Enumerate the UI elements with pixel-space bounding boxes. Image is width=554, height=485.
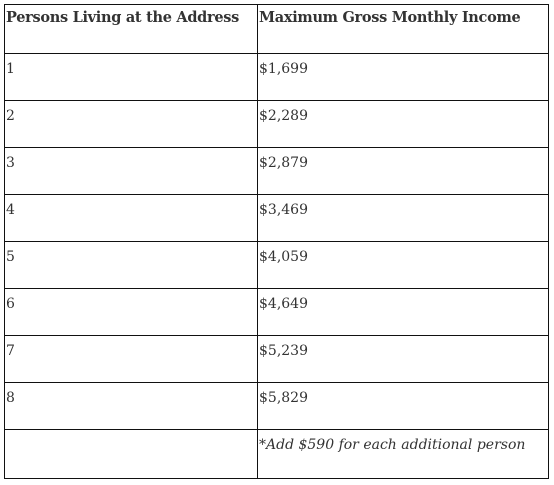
income-cell: $4,649: [257, 288, 549, 336]
income-cell: $1,699: [257, 53, 549, 101]
persons-cell: 7: [4, 335, 258, 383]
table-row: 6 $4,649: [4, 288, 549, 336]
table-row: 7 $5,239: [4, 335, 549, 383]
table-row: 8 $5,829: [4, 382, 549, 430]
table-row: 4 $3,469: [4, 194, 549, 242]
table-header-row: Persons Living at the Address Maximum Gr…: [4, 4, 549, 54]
persons-cell: 1: [4, 53, 258, 101]
persons-cell: 3: [4, 147, 258, 195]
persons-cell: 2: [4, 100, 258, 148]
income-cell: $5,239: [257, 335, 549, 383]
table-row: 1 $1,699: [4, 53, 549, 101]
table-row: 3 $2,879: [4, 147, 549, 195]
additional-person-note: *Add $590 for each additional person: [257, 429, 549, 479]
persons-cell: 5: [4, 241, 258, 289]
income-cell: $3,469: [257, 194, 549, 242]
income-eligibility-table: Persons Living at the Address Maximum Gr…: [4, 4, 549, 479]
income-cell: $2,289: [257, 100, 549, 148]
table-row: 2 $2,289: [4, 100, 549, 148]
note-empty-cell: [4, 429, 258, 479]
income-cell: $2,879: [257, 147, 549, 195]
income-cell: $4,059: [257, 241, 549, 289]
header-persons: Persons Living at the Address: [4, 4, 258, 54]
persons-cell: 4: [4, 194, 258, 242]
persons-cell: 8: [4, 382, 258, 430]
table-row: 5 $4,059: [4, 241, 549, 289]
header-max-income: Maximum Gross Monthly Income: [257, 4, 549, 54]
note-row: *Add $590 for each additional person: [4, 429, 549, 479]
income-cell: $5,829: [257, 382, 549, 430]
persons-cell: 6: [4, 288, 258, 336]
